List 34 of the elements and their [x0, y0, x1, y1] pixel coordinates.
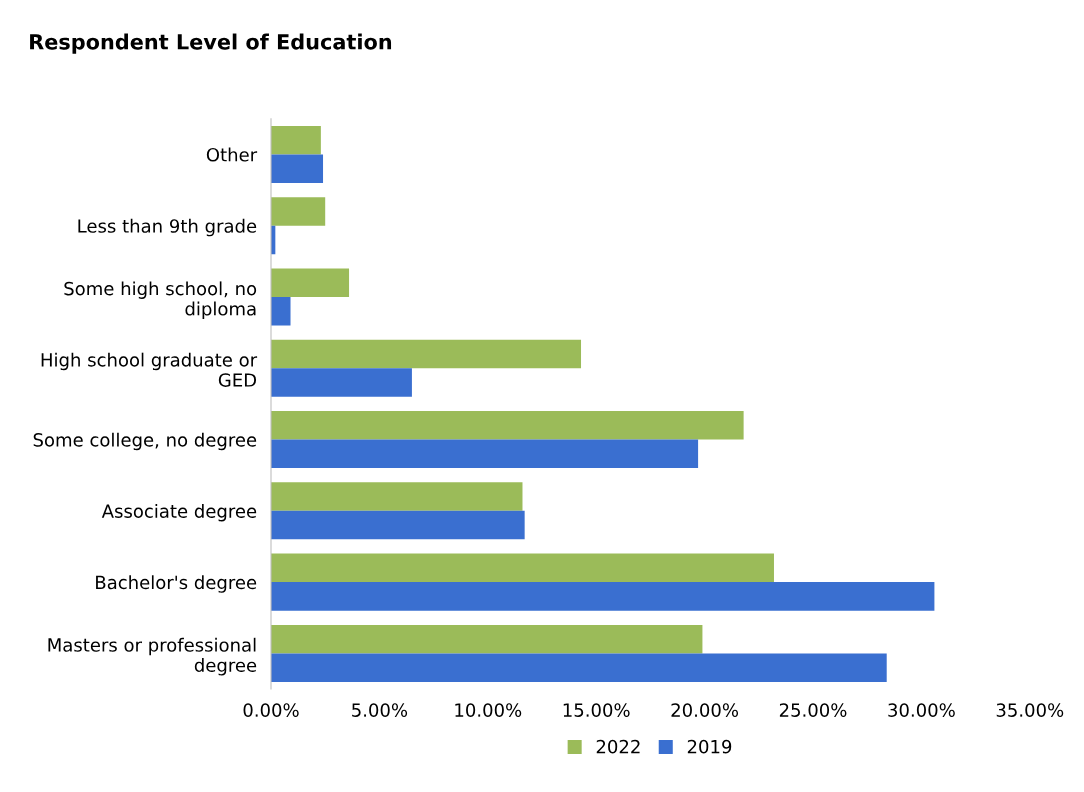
y-tick-label: Other [206, 147, 258, 162]
y-tick-label: Less than 9th grade [78, 218, 257, 237]
bar [271, 154, 324, 183]
x-tick-label: 15.00% [563, 703, 630, 717]
x-tick-label: 0.00% [243, 703, 299, 717]
x-tick-label: 10.00% [455, 703, 522, 717]
bar [271, 582, 935, 611]
chart-title: Respondent Level of Education [30, 33, 392, 54]
bar [271, 624, 703, 654]
y-tick-label: Associate degree [101, 503, 257, 522]
legend-label: 2022 [596, 739, 640, 754]
bar [271, 197, 326, 226]
y-tick-label: High school graduate or GED [41, 352, 258, 387]
y-tick-label: Some high school, no diploma [64, 281, 257, 320]
x-tick-label: 5.00% [352, 703, 408, 717]
bar [271, 553, 774, 583]
bar [271, 297, 291, 326]
bar [271, 368, 412, 397]
x-tick-label: 25.00% [779, 703, 847, 717]
y-tick-label: Some college, no degree [33, 432, 257, 451]
bar [271, 125, 321, 155]
x-tick-label: 20.00% [671, 703, 739, 717]
bar [271, 510, 525, 540]
y-tick-label: Bachelor's degree [96, 575, 257, 593]
bar [271, 268, 350, 297]
legend-label: 2019 [687, 739, 732, 754]
bar [271, 439, 699, 469]
bar [271, 653, 887, 682]
x-tick-label: 30.00% [888, 703, 955, 717]
bar [271, 339, 582, 369]
bar [271, 411, 744, 440]
x-tick-label: 35.00% [996, 703, 1064, 717]
y-tick-label: Masters or professional degree [48, 637, 257, 676]
bar [271, 482, 523, 511]
